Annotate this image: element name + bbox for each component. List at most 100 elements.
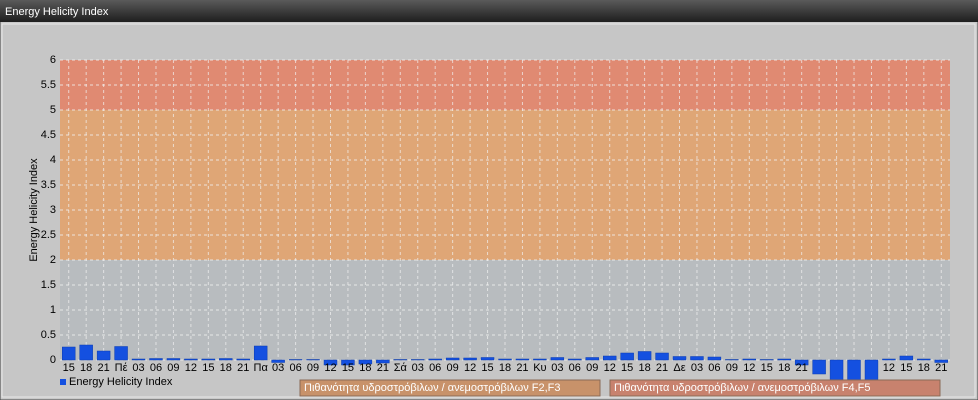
x-tick-label: 15: [621, 362, 633, 374]
x-tick-label: 06: [569, 362, 581, 374]
y-tick-label: 5: [50, 104, 56, 116]
bar: [376, 359, 390, 364]
bar: [777, 358, 791, 361]
bar: [236, 358, 250, 361]
y-tick-label: 2: [50, 254, 56, 266]
x-tick-label: 03: [132, 362, 144, 374]
x-tick-label: 21: [516, 362, 528, 374]
x-tick-label: 09: [167, 362, 179, 374]
bar: [166, 358, 181, 361]
y-tick-label: 3: [50, 204, 56, 216]
legend-label: Energy Helicity Index: [69, 376, 173, 388]
bar: [271, 359, 285, 363]
bar: [882, 358, 896, 361]
bar: [96, 350, 111, 361]
y-axis-label: Energy Helicity Index: [28, 158, 40, 262]
x-tick-label: 15: [63, 362, 75, 374]
title: Energy Helicity Index: [5, 6, 109, 18]
bar: [463, 357, 477, 361]
x-tick-label: 15: [202, 362, 214, 374]
x-tick-label: 21: [656, 362, 668, 374]
bar: [602, 355, 617, 361]
bar: [323, 359, 338, 366]
x-tick-label: 12: [743, 362, 755, 374]
x-tick-label: 21: [98, 362, 110, 374]
x-tick-label: Πέ: [115, 362, 128, 374]
x-tick-label: 15: [481, 362, 493, 374]
band-legend-label: Πιθανότητα υδροστρόβιλων / ανεμοστρόβιλω…: [304, 382, 561, 394]
y-tick-label: 2.5: [41, 229, 56, 241]
bar: [201, 358, 216, 361]
x-tick-label: 21: [377, 362, 389, 374]
x-tick-label: Κυ: [533, 362, 546, 374]
bar: [79, 344, 93, 361]
y-tick-label: 5.5: [41, 79, 56, 91]
x-tick-label: 09: [726, 362, 738, 374]
title-bar: [0, 0, 978, 22]
bar: [445, 357, 460, 361]
x-tick-label: 18: [220, 362, 232, 374]
x-tick-label: 03: [412, 362, 424, 374]
x-tick-label: 12: [185, 362, 197, 374]
bar: [690, 356, 704, 361]
y-tick-label: 6: [50, 54, 56, 66]
bar: [393, 359, 408, 361]
bar: [707, 356, 722, 361]
x-tick-label: 15: [342, 362, 354, 374]
y-tick-label: 0: [50, 354, 56, 366]
x-tick-label: 15: [900, 362, 912, 374]
x-tick-label: 18: [638, 362, 650, 374]
y-tick-label: 4: [50, 154, 56, 166]
bar: [550, 357, 565, 361]
bar: [114, 346, 128, 361]
x-tick-label: 21: [796, 362, 808, 374]
x-tick-label: 03: [551, 362, 563, 374]
bar: [794, 359, 809, 366]
bar: [219, 358, 233, 361]
bar: [847, 359, 861, 383]
bar: [725, 359, 739, 361]
bar: [812, 359, 826, 375]
x-tick-label: 18: [359, 362, 371, 374]
bar: [480, 357, 495, 361]
bar: [533, 358, 547, 361]
bar: [917, 358, 931, 361]
y-tick-label: 3.5: [41, 179, 56, 191]
bar: [829, 359, 844, 383]
bar: [637, 351, 652, 361]
bar: [253, 345, 268, 361]
x-tick-label: 15: [761, 362, 773, 374]
x-tick-label: 06: [150, 362, 162, 374]
x-tick-label: Δε: [673, 362, 685, 374]
bar: [131, 358, 146, 361]
band-legend-box: [299, 379, 601, 397]
bar: [515, 358, 530, 361]
band-legend-label: Πιθανότητα υδροστρόβιλων / ανεμοστρόβιλω…: [614, 382, 871, 394]
x-tick-label: 12: [604, 362, 616, 374]
bar: [62, 346, 76, 361]
x-tick-label: 18: [918, 362, 930, 374]
x-tick-label: 06: [429, 362, 441, 374]
x-tick-label: 12: [464, 362, 476, 374]
bar: [306, 359, 320, 361]
x-tick-label: 12: [883, 362, 895, 374]
x-tick-label: 06: [708, 362, 720, 374]
bar: [498, 358, 512, 361]
x-tick-label: 12: [324, 362, 336, 374]
bar: [585, 357, 599, 361]
bar: [742, 358, 757, 361]
bar: [428, 358, 442, 361]
y-tick-label: 1: [50, 304, 56, 316]
y-tick-label: 0.5: [41, 329, 56, 341]
bar: [864, 359, 879, 382]
x-tick-label: 21: [935, 362, 947, 374]
y-tick-label: 4.5: [41, 129, 56, 141]
x-tick-label: 18: [80, 362, 92, 374]
bar: [899, 355, 914, 361]
y-tick-label: 1.5: [41, 279, 56, 291]
x-tick-label: Σά: [394, 362, 408, 374]
bar: [358, 359, 373, 365]
x-tick-label: 03: [272, 362, 284, 374]
x-tick-label: 06: [289, 362, 301, 374]
